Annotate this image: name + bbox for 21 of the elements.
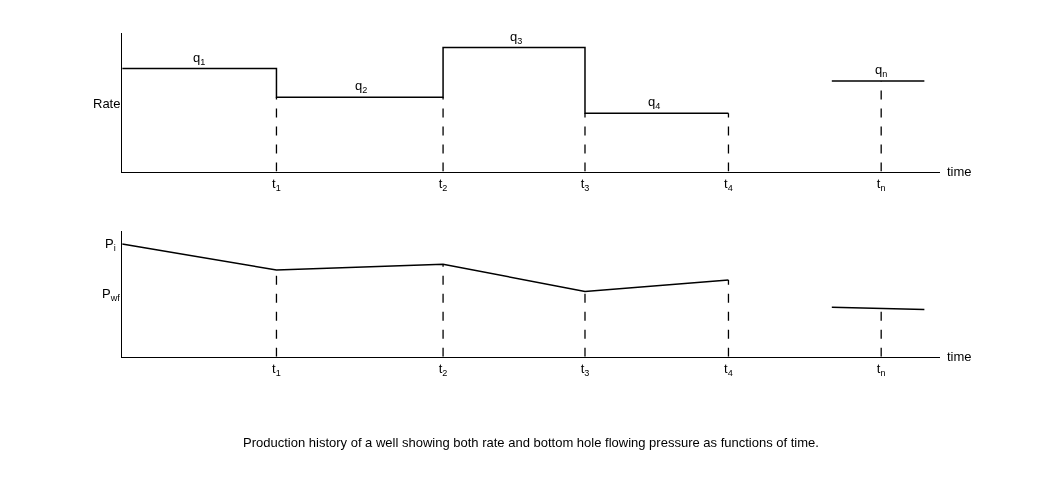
annotation: q$_{2}$ bbox=[355, 78, 368, 95]
x-axis-title: time bbox=[947, 164, 972, 179]
x-tick-label: t$_{1}$ bbox=[272, 361, 281, 379]
text: Production history of a well showing both rate and bottom hole flowing pressure as functions of time. bbox=[243, 435, 819, 450]
x-tick-label: t$_{3}$ bbox=[580, 176, 590, 193]
y-axis-title: Rate bbox=[93, 96, 121, 111]
x-tick-label: t$_{3}$ bbox=[580, 361, 590, 379]
x-axis-title: time bbox=[947, 349, 972, 364]
annotation: q$_{1}$ bbox=[193, 50, 206, 67]
annotation: q$_{n}$ bbox=[875, 62, 888, 79]
x-tick-label: t$_{2}$ bbox=[438, 361, 448, 379]
x-tick-label: t$_{n}$ bbox=[876, 176, 886, 193]
x-tick-label: t$_{4}$ bbox=[724, 176, 733, 193]
annotation: q$_{3}$ bbox=[510, 29, 523, 46]
annotation: q$_{4}$ bbox=[648, 94, 661, 111]
x-tick-label: t$_{n}$ bbox=[876, 361, 886, 379]
y-axis-title: P$_{wf}$ bbox=[102, 286, 121, 303]
annotation: P$_{i}$ bbox=[105, 236, 116, 253]
x-tick-label: t$_{2}$ bbox=[438, 176, 448, 193]
x-tick-label: t$_{1}$ bbox=[272, 176, 281, 193]
x-tick-label: t$_{4}$ bbox=[724, 361, 733, 379]
